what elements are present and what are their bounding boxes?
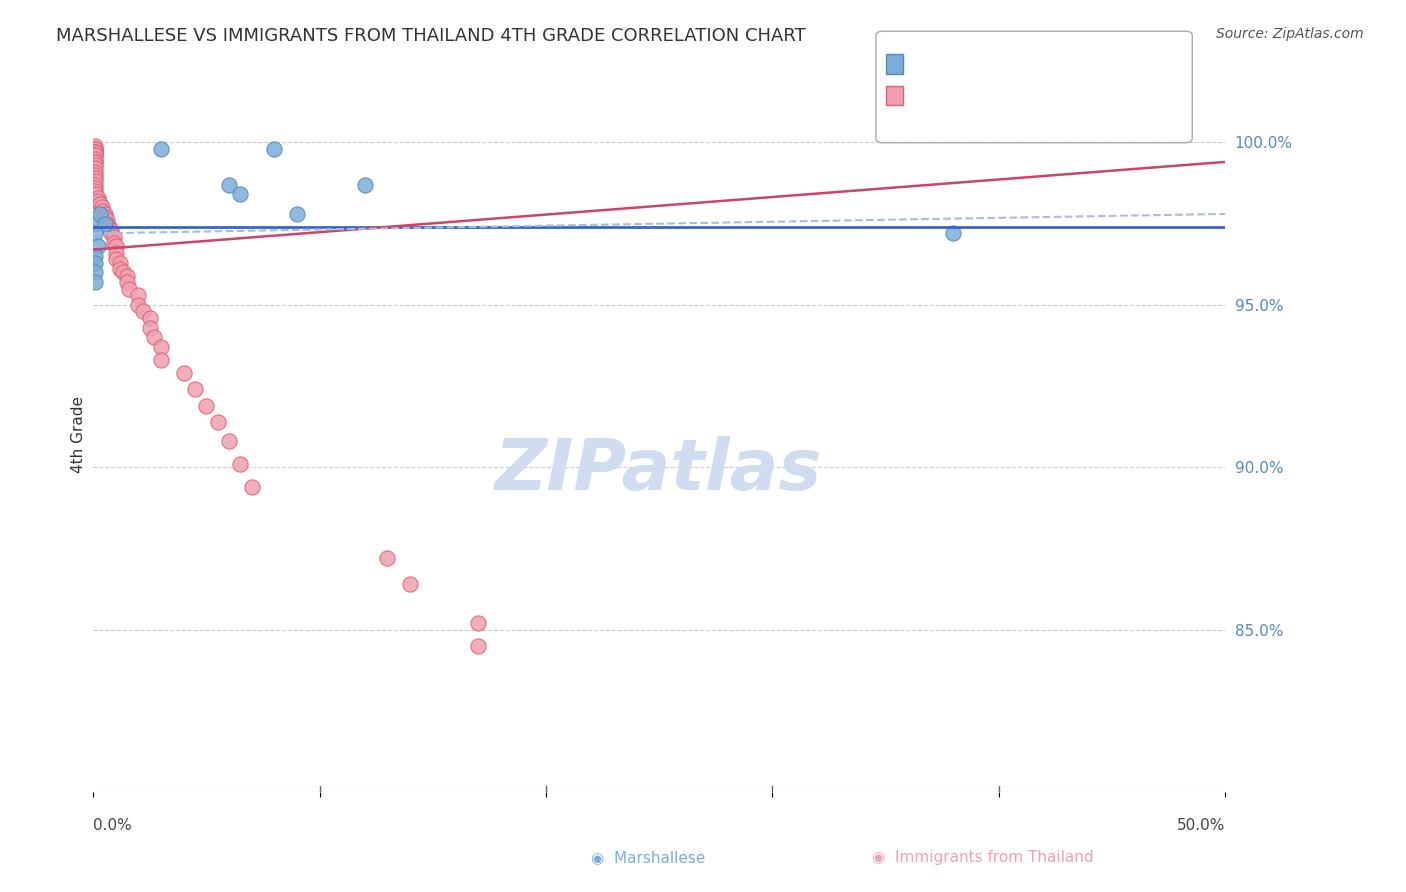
Point xyxy=(467,639,489,653)
Point xyxy=(91,201,114,215)
Point xyxy=(285,207,308,221)
Point xyxy=(104,239,127,253)
Point xyxy=(115,268,138,283)
Point xyxy=(84,155,107,169)
Point xyxy=(84,171,107,186)
Point xyxy=(132,304,155,318)
Point xyxy=(86,239,108,253)
Point xyxy=(139,320,162,334)
Point xyxy=(89,207,111,221)
Point xyxy=(84,148,107,162)
Text: MARSHALLESE VS IMMIGRANTS FROM THAILAND 4TH GRADE CORRELATION CHART: MARSHALLESE VS IMMIGRANTS FROM THAILAND … xyxy=(56,27,806,45)
Point xyxy=(84,255,107,269)
Point xyxy=(84,187,107,202)
Point xyxy=(127,288,149,302)
Text: ZIPatlas: ZIPatlas xyxy=(495,436,823,505)
Point xyxy=(84,174,107,188)
Point xyxy=(93,210,115,224)
Point xyxy=(139,310,162,325)
Text: ◉  Immigrants from Thailand: ◉ Immigrants from Thailand xyxy=(872,850,1094,865)
Point xyxy=(89,197,111,211)
Point xyxy=(207,415,229,429)
Point xyxy=(103,229,125,244)
Point xyxy=(184,383,207,397)
Point xyxy=(93,207,115,221)
Text: Source: ZipAtlas.com: Source: ZipAtlas.com xyxy=(1216,27,1364,41)
Point xyxy=(399,577,422,591)
Point xyxy=(173,366,195,380)
Point xyxy=(353,178,375,192)
Point xyxy=(110,262,132,277)
Y-axis label: 4th Grade: 4th Grade xyxy=(72,396,86,474)
Point xyxy=(118,282,141,296)
Point xyxy=(467,616,489,631)
Point xyxy=(84,249,107,263)
Point xyxy=(229,457,252,471)
Point xyxy=(218,178,240,192)
Point xyxy=(98,219,121,234)
Point xyxy=(218,434,240,449)
Point xyxy=(84,152,107,166)
Point xyxy=(86,194,108,208)
Point xyxy=(377,551,399,566)
Point xyxy=(91,203,114,218)
Point xyxy=(229,187,252,202)
Point xyxy=(100,223,122,237)
Point xyxy=(100,227,122,241)
Point xyxy=(84,148,107,162)
Point xyxy=(115,275,138,289)
Point xyxy=(84,155,107,169)
Point xyxy=(84,217,107,231)
Point xyxy=(84,161,107,176)
Point xyxy=(111,265,134,279)
Point xyxy=(84,138,107,153)
Point xyxy=(84,275,107,289)
Point xyxy=(195,399,218,413)
Point xyxy=(86,191,108,205)
Point xyxy=(84,142,107,156)
Point xyxy=(84,168,107,182)
Point xyxy=(89,197,111,211)
Point xyxy=(110,255,132,269)
Point xyxy=(84,227,107,241)
Point xyxy=(150,142,173,156)
Point xyxy=(84,164,107,178)
Point xyxy=(93,217,115,231)
Point xyxy=(84,142,107,156)
Point xyxy=(84,145,107,160)
Point xyxy=(942,227,965,241)
Point xyxy=(143,330,166,344)
Text: ◉  Marshallese: ◉ Marshallese xyxy=(591,850,704,865)
Point xyxy=(150,353,173,368)
Point xyxy=(104,252,127,267)
Text: 0.0%: 0.0% xyxy=(93,819,132,833)
Point xyxy=(263,142,285,156)
Text: 50.0%: 50.0% xyxy=(1177,819,1225,833)
Point xyxy=(84,145,107,160)
Text: R = 0.013  N = 16: R = 0.013 N = 16 xyxy=(908,55,1047,70)
Point xyxy=(84,181,107,195)
Point xyxy=(127,298,149,312)
Point xyxy=(240,480,263,494)
Point xyxy=(96,213,118,227)
Point xyxy=(96,217,118,231)
Point xyxy=(103,236,125,251)
Point xyxy=(84,184,107,198)
Point xyxy=(84,265,107,279)
Point xyxy=(150,340,173,354)
Point xyxy=(104,246,127,260)
Point xyxy=(84,145,107,160)
Text: R = 0.155  N = 64: R = 0.155 N = 64 xyxy=(908,87,1047,103)
Point xyxy=(84,158,107,172)
Point xyxy=(84,178,107,192)
